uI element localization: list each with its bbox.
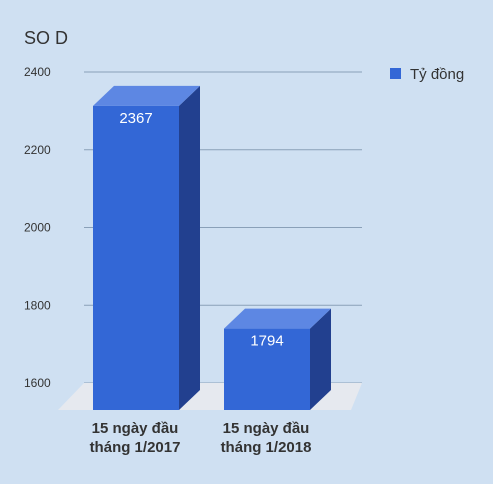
y-axis-ticks: 2400 2200 2000 1800 1600 bbox=[24, 65, 51, 390]
data-label: 1794 bbox=[250, 333, 283, 350]
chart-title: SO D bbox=[24, 28, 68, 48]
y-tick-label: 1800 bbox=[24, 298, 51, 312]
legend: Tỷ đồng bbox=[390, 66, 464, 83]
data-label: 2367 bbox=[119, 110, 152, 127]
legend-swatch bbox=[390, 68, 401, 79]
x-tick-label: 15 ngày đầu bbox=[223, 420, 310, 437]
y-tick-label: 2000 bbox=[24, 221, 51, 235]
legend-label: Tỷ đồng bbox=[410, 66, 464, 83]
bar-top bbox=[93, 85, 200, 106]
bar bbox=[224, 328, 310, 410]
x-axis-labels: 15 ngày đầu tháng 1/2017 15 ngày đầu tháng … bbox=[90, 420, 312, 456]
bar-top bbox=[224, 308, 331, 329]
x-tick-label: tháng 1/2018 bbox=[221, 439, 312, 456]
bar-side bbox=[310, 308, 331, 410]
y-tick-label: 2200 bbox=[24, 143, 51, 157]
bar-side bbox=[179, 85, 200, 411]
x-tick-label: tháng 1/2017 bbox=[90, 439, 181, 456]
bars: 2367 1794 bbox=[93, 85, 331, 411]
y-tick-label: 2400 bbox=[24, 65, 51, 79]
y-tick-label: 1600 bbox=[24, 376, 51, 390]
x-tick-label: 15 ngày đầu bbox=[92, 420, 179, 437]
bar bbox=[93, 105, 179, 411]
